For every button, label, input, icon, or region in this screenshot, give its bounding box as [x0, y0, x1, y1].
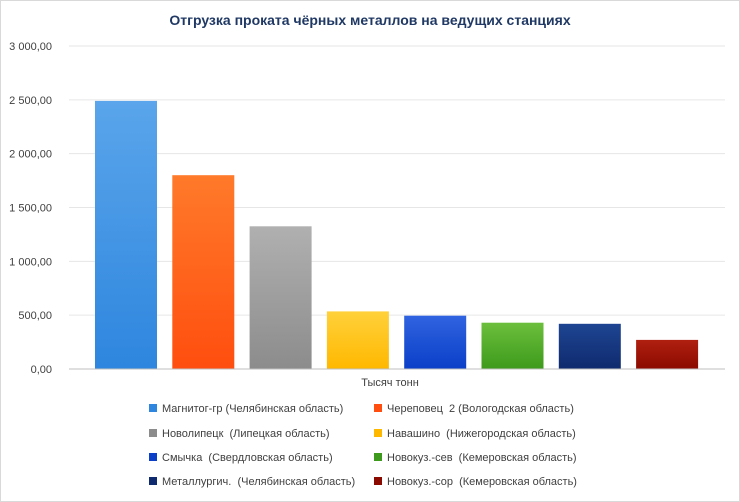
legend-item: Металлургич. (Челябинская область) [149, 476, 355, 488]
bar [95, 100, 157, 370]
legend-label: Металлургич. (Челябинская область) [162, 476, 355, 488]
legend-item: Смычка (Свердловская область) [149, 452, 333, 464]
legend-label: Новокуз.-сев (Кемеровская область) [387, 452, 577, 464]
legend-label: Магнитог-гр (Челябинская область) [162, 403, 343, 415]
bar [404, 315, 467, 369]
chart-title: Отгрузка проката чёрных металлов на веду… [169, 12, 570, 28]
legend-label: Смычка (Свердловская область) [162, 452, 333, 464]
legend-item: Череповец 2 (Вологодская область) [374, 403, 574, 415]
y-tick-label: 2 000,00 [9, 149, 52, 161]
y-tick-label: 500,00 [18, 310, 52, 322]
legend-item: Новокуз.-сев (Кемеровская область) [374, 452, 577, 464]
bar [481, 322, 544, 369]
bars [95, 100, 699, 370]
y-tick-label: 3 000,00 [9, 41, 52, 53]
y-tick-label: 0,00 [31, 364, 52, 376]
bar [636, 339, 699, 369]
legend-label: Новокуз.-сор (Кемеровская область) [387, 476, 577, 488]
legend-label: Навашино (Нижегородская область) [387, 428, 576, 440]
y-tick-label: 1 500,00 [9, 203, 52, 215]
legend-swatch [374, 453, 382, 461]
legend-swatch [149, 429, 157, 437]
legend-label: Череповец 2 (Вологодская область) [387, 403, 574, 415]
bar [249, 226, 312, 369]
bar [172, 175, 235, 369]
legend-item: Магнитог-гр (Челябинская область) [149, 403, 343, 415]
legend-label: Новолипецк (Липецкая область) [162, 428, 330, 440]
bar [558, 323, 621, 369]
legend-swatch [149, 404, 157, 412]
y-axis-tick-labels: 0,00 500,00 1 000,00 1 500,00 2 000,00 2 500,… [9, 41, 52, 376]
y-tick-label: 1 000,00 [9, 256, 52, 268]
y-tick-label: 2 500,00 [9, 95, 52, 107]
legend-item: Новолипецк (Липецкая область) [149, 428, 330, 440]
gridlines [69, 45, 725, 316]
legend-swatch [374, 404, 382, 412]
x-axis-title: Тысяч тонн [361, 377, 419, 389]
legend: Магнитог-гр (Челябинская область) Черепов… [149, 403, 577, 488]
legend-item: Новокуз.-сор (Кемеровская область) [374, 476, 577, 488]
legend-item: Навашино (Нижегородская область) [374, 428, 576, 440]
bar [326, 311, 389, 369]
legend-swatch [149, 453, 157, 461]
legend-swatch [149, 477, 157, 485]
legend-swatch [374, 429, 382, 437]
legend-swatch [374, 477, 382, 485]
